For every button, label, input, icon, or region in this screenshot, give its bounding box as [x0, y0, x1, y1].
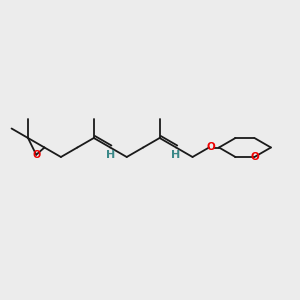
Text: O: O: [250, 152, 259, 162]
Text: H: H: [172, 151, 181, 160]
Text: O: O: [207, 142, 215, 152]
Text: H: H: [106, 151, 115, 160]
Text: O: O: [32, 150, 41, 160]
